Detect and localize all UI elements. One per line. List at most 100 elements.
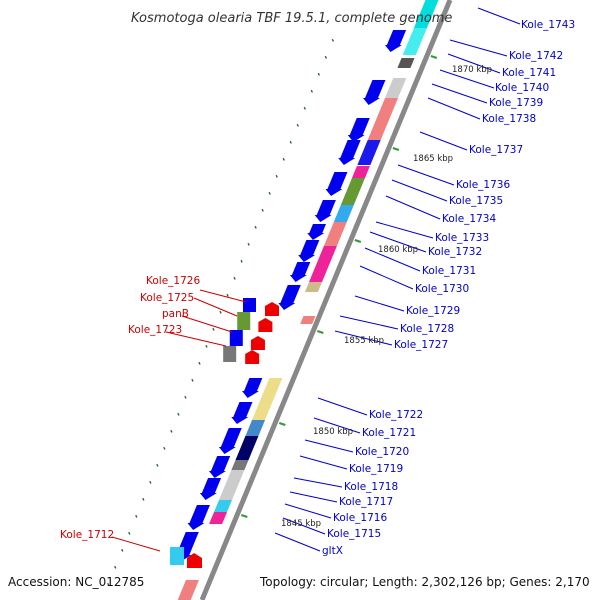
kbp-tick-1845: 1845 kbp <box>281 519 321 529</box>
gene-label-kole-1730[interactable]: Kole_1730 <box>415 283 469 295</box>
gene-1716-feature[interactable] <box>209 512 228 524</box>
gene-label-kole-1740[interactable]: Kole_1740 <box>495 82 549 94</box>
gene-1734-feature[interactable] <box>333 205 354 222</box>
gc-dot <box>303 106 306 110</box>
gene-1725-block[interactable] <box>237 312 251 330</box>
leader-1731 <box>364 247 421 272</box>
leader-1726 <box>199 289 247 303</box>
gene-label-kole-1721[interactable]: Kole_1721 <box>362 427 416 439</box>
kbp-tick-1870: 1870 kbp <box>452 65 492 75</box>
gene-1728-feature[interactable] <box>300 316 316 324</box>
gene-1743-cds[interactable] <box>384 30 407 52</box>
gene-1721-feature[interactable] <box>245 420 266 436</box>
gene-label-kole-1737[interactable]: Kole_1737 <box>469 144 523 156</box>
gene-label-kole-1743[interactable]: Kole_1743 <box>521 19 575 31</box>
gc-dot <box>219 310 222 314</box>
gene-1736-feature[interactable] <box>351 166 370 178</box>
gene-1737-feature[interactable] <box>367 98 399 140</box>
gene-1735-cds[interactable] <box>314 200 336 222</box>
red-arrow-1725[interactable] <box>258 318 273 332</box>
gene-label-kole-1733[interactable]: Kole_1733 <box>435 232 489 244</box>
gene-1712-block[interactable] <box>170 547 184 565</box>
red-arrow-panb[interactable] <box>250 336 265 350</box>
gene-label-gltx[interactable]: gltX <box>322 545 343 557</box>
kbp-tick-1855: 1855 kbp <box>344 336 384 346</box>
gene-label-kole-1723[interactable]: Kole_1723 <box>128 324 182 336</box>
gene-label-kole-1720[interactable]: Kole_1720 <box>355 446 409 458</box>
gene-1718-feature[interactable] <box>219 470 245 500</box>
gene-panb-block[interactable] <box>229 330 243 346</box>
gene-label-kole-1715[interactable]: Kole_1715 <box>327 528 381 540</box>
gene-label-kole-1728[interactable]: Kole_1728 <box>400 323 454 335</box>
gene-1729-cds[interactable] <box>278 285 301 310</box>
gene-1717-feature[interactable] <box>214 500 232 512</box>
leader-1717 <box>289 491 338 503</box>
gene-label-kole-1726[interactable]: Kole_1726 <box>146 275 200 287</box>
gene-1721-cds[interactable] <box>231 402 253 424</box>
gc-dot <box>331 38 335 42</box>
leader-1735 <box>391 179 448 202</box>
gene-1723-block[interactable] <box>223 346 237 362</box>
gene-1738-cds[interactable] <box>347 118 370 142</box>
gene-label-kole-1741[interactable]: Kole_1741 <box>502 67 556 79</box>
gene-label-kole-1731[interactable]: Kole_1731 <box>422 265 476 277</box>
leader-1723 <box>165 331 227 347</box>
gene-1740-feature[interactable] <box>402 28 427 55</box>
gene-label-kole-1729[interactable]: Kole_1729 <box>406 305 460 317</box>
gc-dot <box>247 242 250 246</box>
gene-label-kole-1727[interactable]: Kole_1727 <box>394 339 448 351</box>
leader-1736 <box>397 164 455 186</box>
gene-1722-feature[interactable] <box>252 378 283 420</box>
gene-1722-cds[interactable] <box>242 378 263 398</box>
gc-dot <box>128 531 131 535</box>
gene-1741-cds[interactable] <box>363 80 386 105</box>
gc-dot <box>107 582 110 586</box>
red-arrow-1712[interactable] <box>187 553 202 568</box>
red-arrow-1726[interactable] <box>265 302 279 316</box>
gene-label-panb[interactable]: panB <box>162 308 189 320</box>
leader-1728 <box>339 315 399 330</box>
gene-1738-feature[interactable] <box>385 78 407 98</box>
gene-1720-cds[interactable] <box>218 428 242 454</box>
gene-1732-cds[interactable] <box>289 262 311 282</box>
gene-1737-cds[interactable] <box>338 140 361 165</box>
gene-1739-feature[interactable] <box>397 58 415 68</box>
gene-1716-cds[interactable] <box>187 505 210 530</box>
gene-1718-cds[interactable] <box>199 478 222 500</box>
gene-label-kole-1712[interactable]: Kole_1712 <box>60 529 114 541</box>
gene-1735-feature[interactable] <box>340 178 365 205</box>
gc-dot <box>261 208 264 212</box>
gene-1719-feature[interactable] <box>231 460 249 470</box>
gene-label-kole-1725[interactable]: Kole_1725 <box>140 292 194 304</box>
red-arrow-1723[interactable] <box>245 350 260 364</box>
kbp-mark-1850 <box>278 422 286 426</box>
gene-1742-feature[interactable] <box>413 0 439 28</box>
gene-label-kole-1722[interactable]: Kole_1722 <box>369 409 423 421</box>
gene-1731-feature[interactable] <box>309 246 337 282</box>
gene-1720-feature[interactable] <box>235 436 259 460</box>
gene-1733-cds[interactable] <box>298 240 320 262</box>
gene-features <box>170 0 439 600</box>
gene-label-kole-1719[interactable]: Kole_1719 <box>349 463 403 475</box>
gene-label-kole-1716[interactable]: Kole_1716 <box>333 512 387 524</box>
gene-1734-cds[interactable] <box>307 224 326 240</box>
gene-label-kole-1739[interactable]: Kole_1739 <box>489 97 543 109</box>
gene-1736-cds[interactable] <box>325 172 348 196</box>
gene-label-kole-1742[interactable]: Kole_1742 <box>509 50 563 62</box>
gene-label-kole-1734[interactable]: Kole_1734 <box>442 213 496 225</box>
gene-1733-feature[interactable] <box>323 222 347 246</box>
gene-1714-feature[interactable] <box>177 580 199 600</box>
gene-label-kole-1717[interactable]: Kole_1717 <box>339 496 393 508</box>
gene-label-kole-1738[interactable]: Kole_1738 <box>482 113 536 125</box>
map-title: Kosmotoga olearia TBF 19.5.1, complete g… <box>131 11 452 26</box>
gene-1719-cds[interactable] <box>208 456 231 478</box>
gene-1737b-feature[interactable] <box>357 140 381 165</box>
gene-label-kole-1735[interactable]: Kole_1735 <box>449 195 503 207</box>
gene-label-kole-1718[interactable]: Kole_1718 <box>344 481 398 493</box>
kbp-tick-1850: 1850 kbp <box>313 427 353 437</box>
gc-dot <box>177 412 180 416</box>
gene-label-kole-1736[interactable]: Kole_1736 <box>456 179 510 191</box>
gene-1730-feature[interactable] <box>304 282 323 292</box>
gene-label-kole-1732[interactable]: Kole_1732 <box>428 246 482 258</box>
gene-1726-block[interactable] <box>243 298 256 312</box>
